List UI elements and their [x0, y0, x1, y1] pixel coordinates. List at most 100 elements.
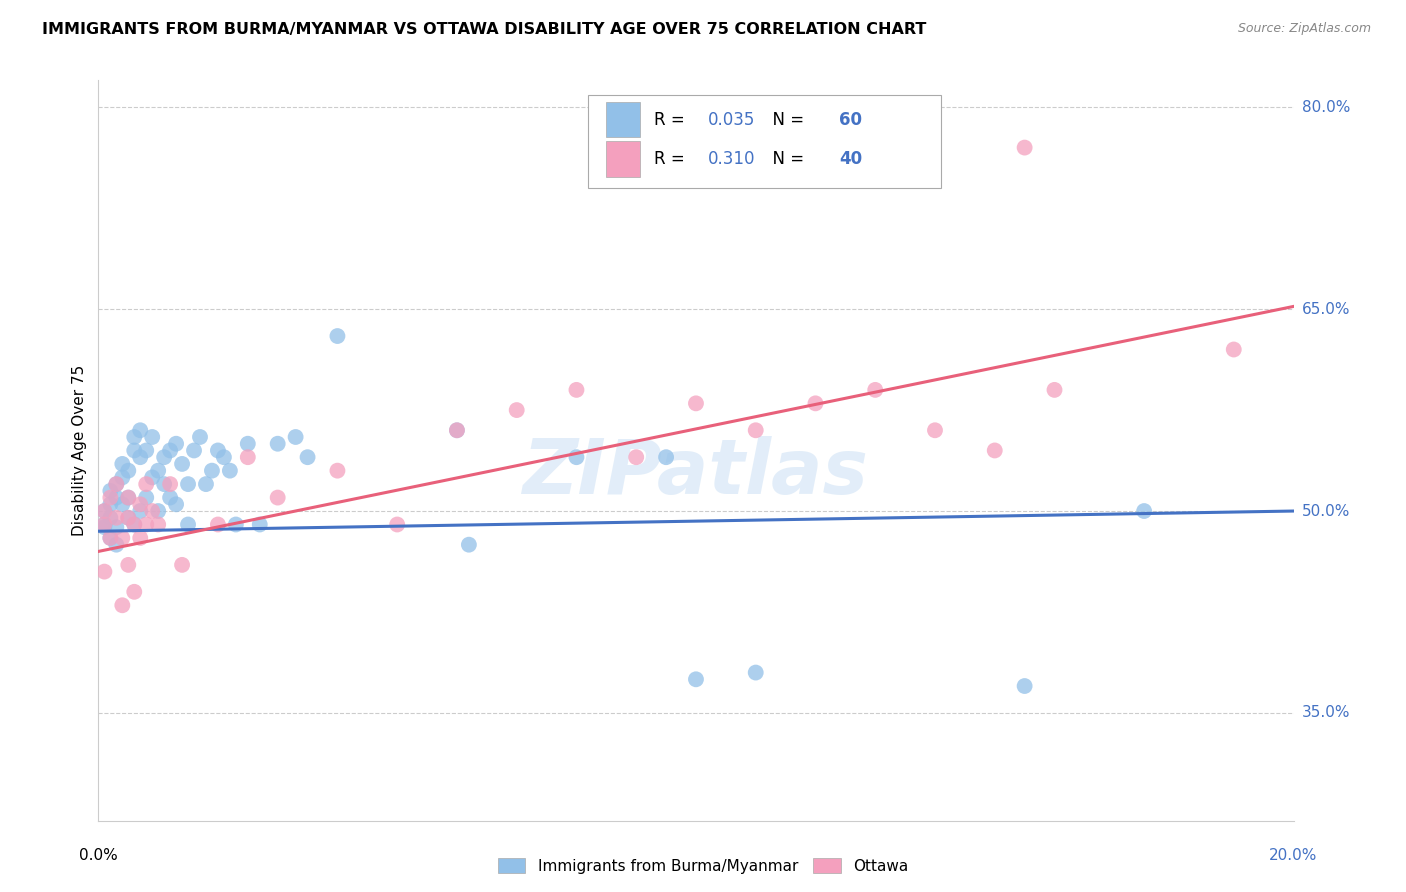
Point [98, 531, 122, 545]
Point [159, 491, 181, 505]
Point [249, 517, 271, 532]
Point [326, 464, 349, 478]
Point [183, 443, 205, 458]
Text: 80.0%: 80.0% [1302, 100, 1350, 115]
Point [745, 665, 768, 680]
Point [172, 457, 194, 471]
Point [159, 477, 181, 491]
Point [98, 483, 122, 498]
Point [124, 517, 146, 532]
Point [129, 504, 152, 518]
Y-axis label: Disability Age Over 75: Disability Age Over 75 [72, 365, 87, 536]
Point [1043, 383, 1066, 397]
Text: 40: 40 [839, 151, 862, 169]
Point [236, 450, 259, 465]
Point [124, 443, 146, 458]
Text: IMMIGRANTS FROM BURMA/MYANMAR VS OTTAWA DISABILITY AGE OVER 75 CORRELATION CHART: IMMIGRANTS FROM BURMA/MYANMAR VS OTTAWA … [42, 22, 927, 37]
Point [506, 403, 529, 417]
Point [93, 504, 115, 518]
Point [1014, 679, 1036, 693]
Point [565, 383, 588, 397]
Point [804, 396, 827, 410]
Point [225, 517, 247, 532]
Point [141, 430, 163, 444]
Text: R =: R = [654, 111, 690, 128]
Point [124, 430, 146, 444]
Point [159, 443, 181, 458]
Text: Source: ZipAtlas.com: Source: ZipAtlas.com [1237, 22, 1371, 36]
Point [124, 584, 146, 599]
Point [111, 599, 134, 613]
Point [129, 531, 152, 545]
Point [93, 565, 115, 579]
Text: 20.0%: 20.0% [1270, 848, 1317, 863]
Text: R =: R = [654, 151, 690, 169]
Point [446, 423, 468, 437]
Point [865, 383, 887, 397]
Text: 0.035: 0.035 [709, 111, 755, 128]
Point [93, 517, 115, 532]
Point [105, 538, 128, 552]
Point [297, 450, 319, 465]
Point [111, 531, 134, 545]
Point [98, 531, 122, 545]
Point [177, 517, 200, 532]
Point [626, 450, 648, 465]
Point [267, 436, 290, 450]
Text: 0.0%: 0.0% [79, 848, 118, 863]
Point [141, 470, 163, 484]
Point [1223, 343, 1246, 357]
Point [98, 497, 122, 511]
Point [458, 538, 481, 552]
Point [655, 450, 678, 465]
Point [984, 443, 1007, 458]
Point [111, 470, 134, 484]
Point [153, 477, 176, 491]
Text: ZIPatlas: ZIPatlas [523, 435, 869, 509]
Point [165, 497, 187, 511]
Legend: Immigrants from Burma/Myanmar, Ottawa: Immigrants from Burma/Myanmar, Ottawa [492, 852, 914, 880]
Point [117, 510, 139, 524]
Text: N =: N = [762, 151, 808, 169]
Bar [606, 141, 640, 177]
Point [1133, 504, 1156, 518]
Text: 35.0%: 35.0% [1302, 706, 1350, 721]
Point [284, 430, 307, 444]
Point [188, 430, 211, 444]
Point [207, 443, 229, 458]
Point [117, 510, 139, 524]
Point [148, 464, 170, 478]
Point [236, 436, 259, 450]
Point [117, 464, 139, 478]
Point [117, 491, 139, 505]
Point [195, 477, 218, 491]
Point [685, 673, 707, 687]
Point [93, 504, 115, 518]
Point [129, 497, 152, 511]
Point [111, 457, 134, 471]
Text: 65.0%: 65.0% [1302, 301, 1350, 317]
Point [141, 504, 163, 518]
Point [924, 423, 946, 437]
Point [267, 491, 290, 505]
Point [207, 517, 229, 532]
Point [129, 423, 152, 437]
Text: N =: N = [762, 111, 808, 128]
Bar [606, 102, 640, 137]
Point [177, 477, 200, 491]
Point [105, 510, 128, 524]
Point [105, 491, 128, 505]
Point [135, 443, 157, 458]
Point [124, 517, 146, 532]
Point [326, 329, 349, 343]
Point [745, 423, 768, 437]
Point [201, 464, 224, 478]
Point [135, 477, 157, 491]
Point [98, 510, 122, 524]
Point [446, 423, 468, 437]
Point [93, 520, 115, 534]
Text: 60: 60 [839, 111, 862, 128]
Point [1014, 140, 1036, 154]
Point [153, 450, 176, 465]
Point [685, 396, 707, 410]
